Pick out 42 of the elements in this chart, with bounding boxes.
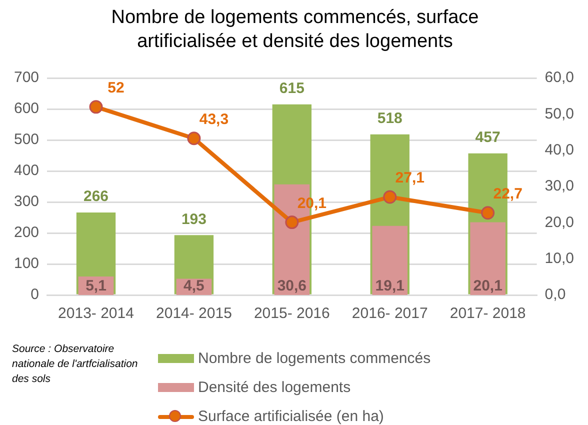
data-label: 457: [475, 128, 500, 146]
point: [187, 132, 201, 146]
y-tick-label: 400: [14, 162, 40, 180]
data-label: 4,5: [184, 278, 204, 295]
y-tick-label: 100: [14, 255, 40, 272]
y2-tick-label: 30,0: [544, 178, 574, 195]
data-label: 30,6: [277, 278, 307, 295]
chart-title: Nombre de logements commencés, surface artificialisée et densité des logements: [110, 6, 480, 54]
point: [383, 190, 397, 204]
x-tick-label: 2016- 2017: [352, 305, 428, 322]
legend-label: Densité des logements: [198, 379, 351, 396]
point: [89, 100, 103, 114]
data-label: 52: [108, 80, 124, 97]
point: [481, 206, 495, 220]
y-tick-label: 600: [14, 100, 40, 118]
x-tick-label: 2017- 2018: [450, 305, 526, 322]
y2-tick-label: 50,0: [544, 105, 574, 122]
x-tick-label: 2015- 2016: [254, 305, 330, 322]
y-tick-label: 300: [14, 193, 40, 210]
x-tick-label: 2014- 2015: [156, 305, 232, 322]
y2-tick-label: 40,0: [544, 141, 574, 158]
y2-tick-label: 10,0: [544, 250, 574, 267]
y2-tick-label: 60,0: [544, 69, 574, 86]
legend-label: Surface artificialisée (en ha): [198, 408, 384, 425]
point: [285, 216, 299, 230]
x-tick-label: 2013- 2014: [58, 305, 134, 322]
y-tick-label: 200: [14, 224, 40, 242]
data-label: 615: [279, 80, 304, 97]
data-label: 19,1: [375, 278, 404, 295]
data-label: 266: [83, 188, 109, 206]
data-label: 20,1: [473, 278, 502, 295]
source-note: Source : Observatoire nationale de l'artfcialisation des sols: [12, 342, 139, 387]
legend-label: Nombre de logements commencés: [198, 350, 431, 367]
y-tick-label: 500: [14, 131, 40, 148]
data-label: 43,3: [199, 111, 229, 128]
data-label: 518: [377, 110, 402, 128]
y-tick-label: 700: [14, 69, 40, 86]
data-label: 5,1: [86, 278, 106, 295]
y-tick-label: 0: [30, 286, 40, 304]
y2-tick-label: 20,0: [544, 214, 574, 231]
y2-tick-label: 0,0: [544, 286, 566, 304]
data-label: 193: [181, 210, 206, 228]
